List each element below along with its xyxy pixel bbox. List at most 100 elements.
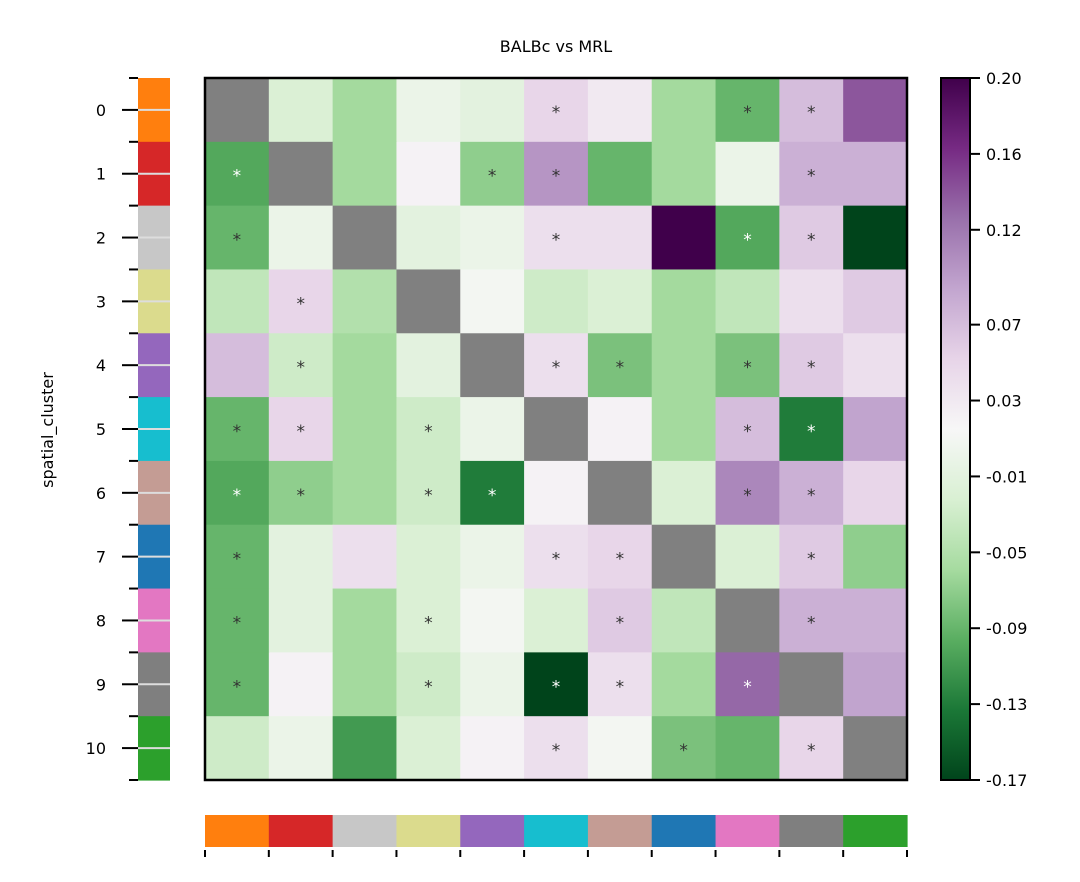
heatmap-cell (268, 652, 334, 717)
column-color-swatch (268, 815, 334, 847)
heatmap-cell (396, 141, 461, 207)
significance-star: * (488, 167, 497, 187)
significance-star: * (743, 677, 752, 697)
heatmap-cell (715, 397, 780, 462)
row-tick-label: 8 (96, 611, 106, 630)
heatmap-cell (524, 78, 589, 143)
heatmap-cell (843, 269, 908, 334)
colorbar-tick-label: -0.05 (986, 543, 1027, 562)
significance-star: * (807, 422, 816, 442)
significance-star: * (233, 486, 242, 506)
row-tick-label: 0 (96, 101, 106, 120)
row-tick-label: 7 (96, 548, 106, 567)
heatmap-cell (268, 205, 334, 271)
significance-star: * (807, 103, 816, 123)
heatmap-cell (268, 716, 334, 781)
heatmap-cell (396, 397, 461, 462)
heatmap-cell (715, 524, 780, 590)
heatmap-cell (651, 588, 717, 653)
significance-star: * (807, 741, 816, 761)
significance-star: * (233, 550, 242, 570)
heatmap-cell (843, 460, 908, 526)
heatmap-cell (205, 397, 270, 462)
heatmap-cell (205, 333, 270, 398)
significance-star: * (296, 422, 305, 442)
heatmap-frame (203, 76, 909, 782)
heatmap-cell (587, 397, 653, 462)
heatmap-cell (843, 205, 908, 271)
significance-star: * (233, 422, 242, 442)
heatmap-cell (779, 524, 844, 590)
heatmap-cell (651, 460, 717, 526)
heatmap-cell (460, 716, 525, 781)
heatmap-cell (524, 652, 589, 717)
heatmap-cell (460, 205, 525, 271)
significance-star: * (488, 486, 497, 506)
heatmap-cell (205, 141, 270, 207)
heatmap-cell (332, 333, 398, 398)
heatmap-cell (651, 524, 717, 590)
heatmap-cell (268, 333, 334, 398)
row-tick-label: 9 (96, 675, 106, 694)
heatmap-cell (332, 460, 398, 526)
heatmap-cell (843, 652, 908, 717)
column-color-swatch (205, 815, 270, 847)
significance-star: * (743, 231, 752, 251)
heatmap-cell (651, 269, 717, 334)
heatmap-cell (332, 205, 398, 271)
heatmap-cell (843, 397, 908, 462)
heatmap-cell (460, 78, 525, 143)
heatmap-cell (779, 460, 844, 526)
significance-star: * (616, 550, 625, 570)
heatmap-cell (779, 333, 844, 398)
significance-star: * (552, 677, 561, 697)
heatmap-cell (268, 588, 334, 653)
colorbar-tick-label: -0.13 (986, 695, 1027, 714)
heatmap-cell (332, 78, 398, 143)
colorbar (940, 77, 971, 781)
significance-star: * (807, 550, 816, 570)
heatmap-cell (396, 333, 461, 398)
row-tick-labels: 0 1 2 3 4 5 6 7 8 9 10 (86, 77, 138, 781)
significance-star: * (552, 358, 561, 378)
significance-star: * (296, 486, 305, 506)
heatmap-cell (715, 269, 780, 334)
heatmap-cell (205, 716, 270, 781)
column-color-swatch (332, 815, 398, 847)
heatmap-cell (268, 460, 334, 526)
column-color-strip (205, 815, 908, 847)
heatmap-cell (651, 78, 717, 143)
heatmap-cell (332, 524, 398, 590)
column-color-swatch (396, 815, 461, 847)
colorbar-tick-label: 0.12 (986, 221, 1022, 240)
significance-star: * (807, 167, 816, 187)
heatmap-cell (651, 333, 717, 398)
heatmap-cell (524, 716, 589, 781)
column-color-swatch (715, 815, 780, 847)
significance-star: * (616, 677, 625, 697)
significance-star: * (424, 677, 433, 697)
heatmap-cell (843, 524, 908, 590)
heatmap-cell (651, 652, 717, 717)
significance-star: * (552, 741, 561, 761)
heatmap-cell (779, 78, 844, 143)
heatmap-cell (779, 141, 844, 207)
significance-markers: * * * * * * * * * * * * * * * * * * * * * * * * * * * * * * * * * * * * * * * *… (233, 103, 816, 761)
heatmap-cell (396, 588, 461, 653)
heatmap-cell (396, 524, 461, 590)
heatmap-cells (205, 78, 908, 781)
row-tick-label: 10 (86, 739, 106, 758)
heatmap-cell (268, 269, 334, 334)
heatmap-cell (651, 397, 717, 462)
heatmap-cell (460, 524, 525, 590)
significance-star: * (616, 358, 625, 378)
heatmap-cell (205, 78, 270, 143)
heatmap-cell (332, 716, 398, 781)
heatmap-cell (205, 524, 270, 590)
heatmap-cell (332, 588, 398, 653)
heatmap-cell (843, 588, 908, 653)
heatmap-cell (332, 141, 398, 207)
heatmap-cell (651, 141, 717, 207)
colorbar-ticks: 0.20 0.16 0.12 0.07 0.03 -0.01 -0.05 -0.09 -0.13… (970, 69, 1027, 790)
heatmap-cell (524, 460, 589, 526)
